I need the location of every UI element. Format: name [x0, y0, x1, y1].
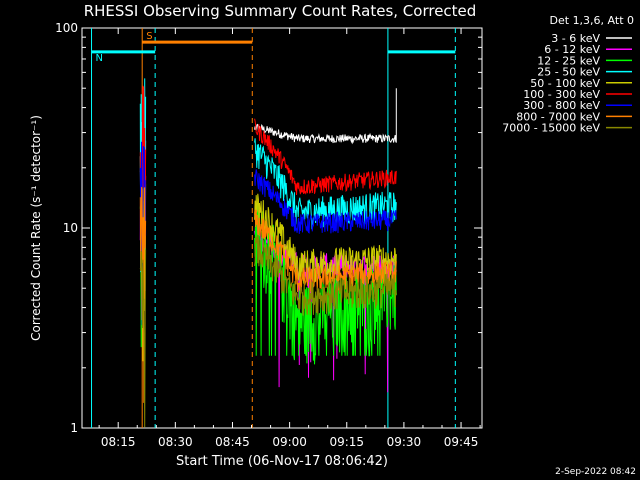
legend-label: 50 - 100 keV: [530, 77, 600, 90]
x-tick-label: 09:15: [329, 435, 364, 449]
legend-label: 12 - 25 keV: [537, 54, 600, 67]
x-tick-label: 09:30: [387, 435, 422, 449]
series-line-4: [254, 193, 397, 284]
legend-label: 6 - 12 keV: [544, 43, 600, 56]
series-group: [139, 78, 397, 428]
series-line-6: [254, 169, 397, 234]
series-line-8: [254, 234, 397, 316]
x-tick-label: 08:45: [215, 435, 250, 449]
x-tick-label: 09:00: [272, 435, 307, 449]
x-axis-ticks: 08:15 08:30 08:45 09:00 09:15 09:30 09:45: [98, 28, 481, 449]
flag-bars: SN: [91, 31, 456, 64]
x-tick-label: 08:15: [101, 435, 136, 449]
series-spike-8: [139, 249, 147, 428]
legend-title: Det 1,3,6, Att 0: [550, 14, 634, 27]
series-line-7: [254, 209, 397, 293]
y-tick-label: 100: [55, 21, 78, 35]
y-tick-label: 1: [70, 421, 78, 435]
x-axis-label: Start Time (06-Nov-17 08:06:42): [176, 454, 388, 469]
legend-label: 100 - 300 keV: [523, 88, 600, 101]
series-line-0: [254, 88, 397, 145]
y-axis-ticks: 1 10 100: [55, 21, 482, 435]
flag-label-S: S: [146, 31, 152, 42]
timestamp: 2-Sep-2022 08:42: [555, 467, 636, 477]
x-tick-label: 09:45: [444, 435, 479, 449]
legend-label: 800 - 7000 keV: [516, 110, 600, 123]
chart-title: RHESSI Observing Summary Count Rates, Co…: [84, 2, 477, 20]
y-tick-label: 10: [63, 221, 78, 235]
x-tick-label: 08:30: [158, 435, 193, 449]
series-spike-7: [139, 186, 147, 403]
legend-label: 25 - 50 keV: [537, 66, 600, 79]
legend-label: 3 - 6 keV: [551, 32, 600, 45]
y-axis-label: Corrected Count Rate (s⁻¹ detector⁻¹): [29, 115, 43, 341]
legend-label: 7000 - 15000 keV: [502, 122, 600, 135]
legend-label: 300 - 800 keV: [523, 99, 600, 112]
series-line-5: [254, 118, 397, 196]
flag-label-N: N: [96, 53, 103, 64]
